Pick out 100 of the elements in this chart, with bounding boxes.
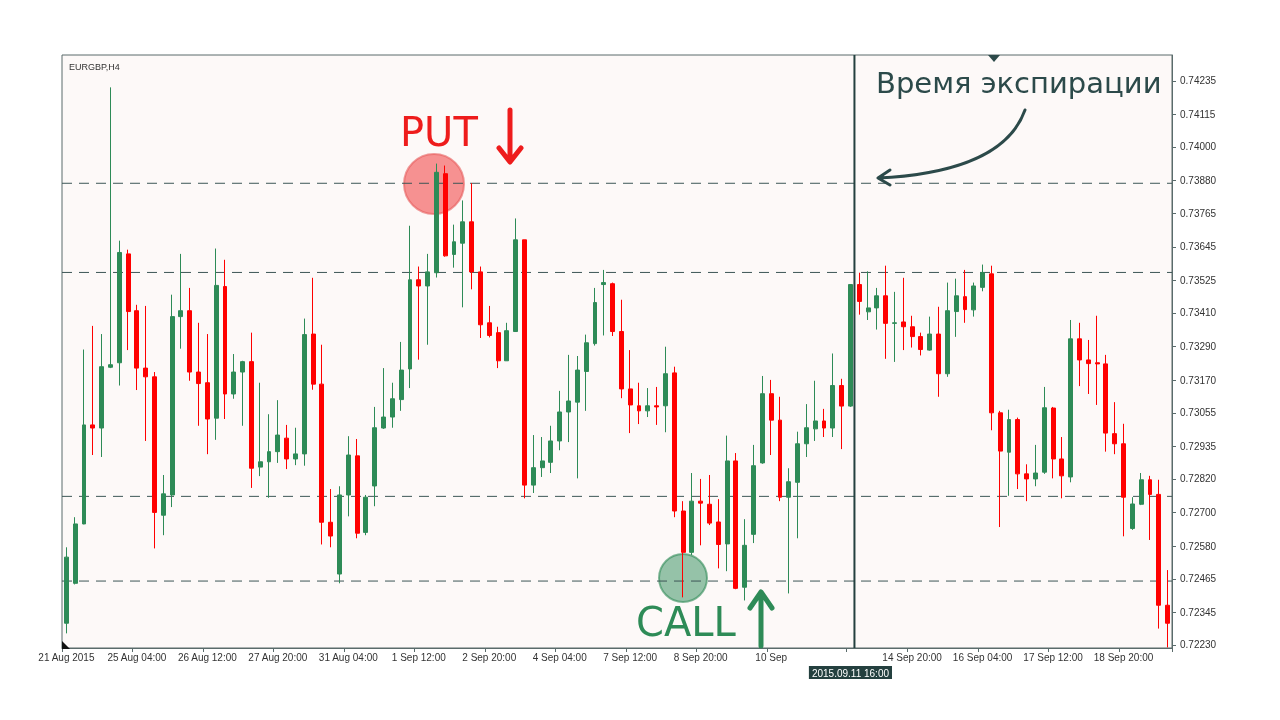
candlestick: [416, 266, 421, 361]
candlestick: [496, 326, 501, 369]
candlestick: [601, 269, 606, 336]
candlestick: [178, 253, 183, 350]
x-tick-label: 16 Sep 04:00: [952, 651, 1013, 663]
candlestick: [1103, 354, 1108, 453]
y-tick-label: 0.74000: [1180, 141, 1217, 153]
candlestick: [593, 287, 597, 347]
candlestick: [90, 325, 95, 456]
candlestick: [830, 352, 835, 438]
candlestick: [82, 349, 86, 525]
candlestick: [663, 346, 668, 433]
candlestick: [848, 284, 853, 408]
candlestick: [707, 474, 712, 526]
candlestick: [408, 225, 412, 389]
candlestick: [1121, 423, 1126, 537]
candlestick: [231, 353, 236, 400]
candlestick: [566, 354, 571, 443]
y-tick-label: 0.74235: [1180, 75, 1217, 87]
candlestick: [143, 305, 148, 442]
candlestick: [267, 413, 271, 499]
candlestick: [936, 306, 941, 398]
candlestick: [108, 86, 113, 369]
candlestick: [892, 291, 897, 363]
candlestick: [654, 386, 659, 426]
x-tick-label: 31 Aug 04:00: [318, 651, 379, 663]
candlestick: [1148, 475, 1152, 541]
candlestick: [390, 382, 395, 429]
y-tick-label: 0.73880: [1180, 175, 1217, 187]
candlestick: [557, 390, 562, 451]
candlestick: [1015, 417, 1020, 490]
candlestick: [619, 299, 624, 399]
candlestick: [381, 367, 386, 430]
candlestick: [258, 382, 263, 477]
candlestick: [645, 387, 650, 418]
candlestick: [1051, 406, 1056, 479]
candlestick: [1042, 386, 1047, 475]
candlestick: [584, 334, 589, 412]
candlestick: [866, 270, 871, 321]
candlestick: [1086, 339, 1091, 395]
text: EURGBP,H4: [69, 61, 120, 72]
x-tick-label: 1 Sep 12:00: [391, 651, 447, 663]
candlestick: [64, 546, 69, 634]
x-tick-label: 10 Sep: [755, 651, 788, 663]
candlestick: [804, 403, 809, 458]
candlestick: [1007, 409, 1011, 497]
y-tick-label: 0.73525: [1180, 275, 1217, 287]
candlestick: [1033, 444, 1038, 487]
candlestick: [302, 318, 307, 467]
x-tick-label: 2 Sep 20:00: [462, 651, 517, 663]
y-tick-label: 0.72820: [1180, 473, 1217, 485]
candlestick: [187, 287, 192, 382]
candlestick: [786, 467, 791, 594]
candlestick: [346, 435, 351, 517]
y-tick-label: 0.73645: [1180, 241, 1217, 253]
candlestick: [548, 425, 553, 474]
candlestick: [478, 266, 483, 339]
x-tick-label: 7 Sep 12:00: [603, 651, 658, 663]
candlestick: [1130, 496, 1135, 531]
candlestick: [610, 282, 615, 337]
candlestick: [927, 316, 932, 352]
candlestick: [628, 349, 633, 434]
candlestick: [575, 355, 580, 479]
candlestick: [117, 240, 122, 387]
candlestick: [1156, 479, 1161, 630]
candlestick: [170, 294, 175, 508]
x-tick-label: 27 Aug 20:00: [248, 651, 308, 663]
candlestick: [337, 485, 342, 584]
candlestick: [963, 269, 967, 324]
candlestick: [733, 452, 738, 590]
candlestick: [126, 249, 131, 351]
candlestick: [531, 434, 536, 494]
candlestick: [725, 435, 730, 572]
candlestick: [672, 366, 677, 518]
candlestick: [293, 427, 298, 466]
x-tick-label: 8 Sep 20:00: [673, 651, 729, 663]
annotation: PUT: [400, 109, 479, 155]
candlestick: [540, 436, 545, 478]
candlestick: [205, 333, 210, 455]
candlestick: [689, 472, 694, 556]
candlestick: [487, 305, 492, 338]
candlestick: [742, 518, 747, 601]
x-tick-label: 17 Sep 12:00: [1023, 651, 1084, 663]
candlestick: [504, 322, 509, 362]
candlestick: [998, 410, 1003, 528]
candlestick: [1024, 463, 1029, 502]
candlestick: [399, 341, 404, 412]
candlestick: [822, 408, 826, 438]
candlestick: [760, 375, 765, 465]
candlestick: [1077, 322, 1082, 387]
candlestick: [513, 217, 518, 333]
candlestick: [240, 360, 245, 427]
candlestick: [971, 282, 976, 318]
y-tick-label: 0.72230: [1180, 639, 1217, 651]
candlestick: [99, 333, 104, 458]
x-tick-label: 14 Sep 20:00: [882, 651, 943, 663]
candlestick: [460, 199, 465, 308]
candlestick: [161, 474, 166, 536]
y-tick-label: 0.73410: [1180, 307, 1217, 319]
candlestick: [901, 277, 906, 351]
